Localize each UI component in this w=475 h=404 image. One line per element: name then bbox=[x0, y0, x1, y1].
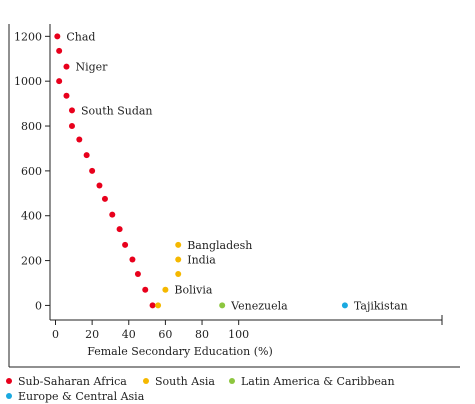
data-point bbox=[63, 92, 70, 99]
y-tick-label: 400 bbox=[21, 210, 42, 223]
data-point bbox=[56, 78, 63, 85]
x-tick-label: 20 bbox=[85, 328, 99, 341]
legend-marker bbox=[143, 378, 149, 384]
x-axis-label: Female Secondary Education (%) bbox=[87, 345, 273, 358]
plot-frame bbox=[8, 24, 460, 368]
data-point bbox=[129, 256, 136, 263]
legend-label: Latin America & Caribbean bbox=[241, 375, 395, 388]
x-tick-label: 40 bbox=[122, 328, 136, 341]
data-point bbox=[63, 63, 70, 70]
x-tick-label: 80 bbox=[195, 328, 209, 341]
data-point bbox=[56, 47, 63, 54]
y-tick-label: 200 bbox=[21, 255, 42, 268]
y-tick-label: 600 bbox=[21, 165, 42, 178]
point-annotation-label: Niger bbox=[75, 61, 108, 74]
data-point bbox=[175, 271, 182, 278]
x-tick-label: 100 bbox=[228, 328, 249, 341]
data-point bbox=[134, 271, 141, 278]
data-point bbox=[175, 256, 182, 263]
data-point bbox=[175, 241, 182, 248]
axis-ticks: 0 200 400 600 800 1000 1200 0 20 40 60 80 100 bbox=[14, 30, 249, 341]
legend-entry: Latin America & Caribbean bbox=[229, 375, 395, 388]
y-tick-label: 1200 bbox=[14, 30, 42, 43]
legend-label: South Asia bbox=[155, 375, 215, 388]
data-point bbox=[142, 286, 149, 293]
point-annotation-label: Tajikistan bbox=[354, 299, 408, 312]
x-tick-label: 0 bbox=[52, 328, 59, 341]
data-point bbox=[149, 302, 156, 309]
point-annotation-label: India bbox=[187, 253, 216, 266]
point-annotation-label: Bangladesh bbox=[187, 239, 252, 252]
data-point bbox=[54, 33, 61, 40]
data-points bbox=[54, 33, 348, 309]
data-point bbox=[76, 136, 83, 143]
data-point bbox=[155, 302, 162, 309]
legend-entry: South Asia bbox=[143, 375, 215, 388]
data-point bbox=[109, 211, 116, 218]
data-point bbox=[68, 107, 75, 114]
legend-entry: Sub-Saharan Africa bbox=[6, 375, 127, 388]
data-point bbox=[68, 123, 75, 130]
legend-marker bbox=[229, 378, 235, 384]
point-annotation-label: Bolivia bbox=[174, 284, 212, 297]
data-point bbox=[219, 302, 226, 309]
y-tick-label: 0 bbox=[35, 299, 42, 312]
data-point bbox=[101, 195, 108, 202]
y-tick-label: 1000 bbox=[14, 75, 42, 88]
x-tick-label: 60 bbox=[158, 328, 172, 341]
data-point bbox=[162, 286, 169, 293]
point-annotation-label: Venezuela bbox=[230, 299, 288, 312]
data-point bbox=[122, 241, 129, 248]
data-point bbox=[89, 167, 96, 174]
legend-label: Sub-Saharan Africa bbox=[18, 375, 127, 388]
legend: Sub-Saharan Africa South Asia Latin Americ… bbox=[6, 375, 395, 403]
point-annotation-label: South Sudan bbox=[81, 104, 153, 117]
data-point bbox=[96, 182, 103, 189]
legend-label: Europe & Central Asia bbox=[18, 390, 145, 403]
data-point bbox=[83, 152, 90, 159]
data-point bbox=[116, 226, 123, 233]
legend-marker bbox=[6, 378, 12, 384]
legend-marker bbox=[6, 393, 12, 399]
data-point bbox=[341, 302, 348, 309]
legend-entry: Europe & Central Asia bbox=[6, 390, 145, 403]
y-tick-label: 800 bbox=[21, 120, 42, 133]
point-annotation-label: Chad bbox=[66, 30, 95, 43]
